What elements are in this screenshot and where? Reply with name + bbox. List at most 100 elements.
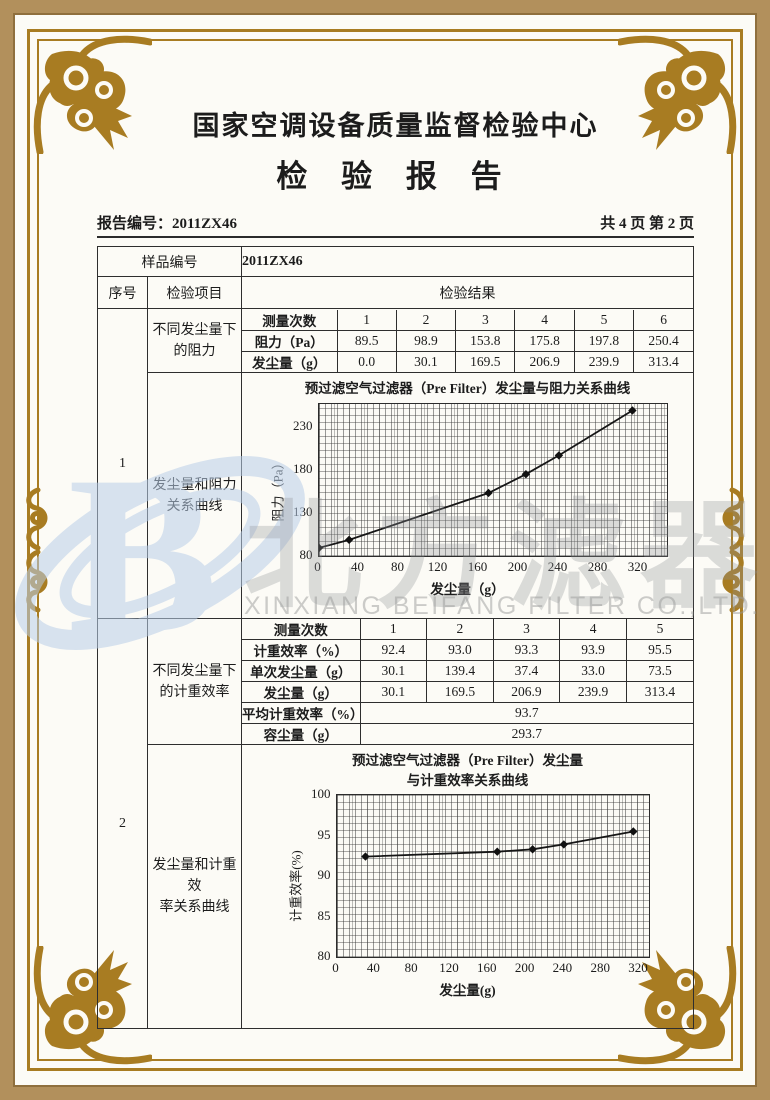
y-tick: 130 (293, 503, 313, 519)
efficiency-chart-cell: 预过滤空气过滤器（Pre Filter）发尘量 与计重效率关系曲线 计重效率(%… (241, 744, 694, 1029)
x-tick: 240 (552, 960, 573, 976)
item-resistance-curve: 发尘量和阻力 关系曲线 (147, 372, 242, 619)
x-tick: 320 (627, 558, 648, 574)
cell-value: 98.9 (395, 329, 457, 352)
cell-value: 206.9 (492, 681, 561, 703)
y-tick: 95 (317, 826, 331, 842)
table-row: 序号 检验项目 检验结果 (97, 276, 694, 309)
page-indicator: 共 4 页 第 2 页 (600, 216, 694, 232)
side-scroll-ornament-icon (26, 487, 48, 613)
cell-value: 93.9 (559, 639, 627, 661)
resistance-chart-cell: 预过滤空气过滤器（Pre Filter）发尘量与阻力关系曲线 阻力（Pa） 80… (241, 372, 694, 619)
chart-plot-area (317, 402, 668, 557)
count-value: 2 (395, 309, 457, 331)
x-tick: 0 (314, 558, 321, 574)
cell-value: 95.5 (625, 639, 693, 661)
x-tick: 40 (366, 960, 380, 976)
y-axis-label: 阻力（Pa） (270, 456, 285, 522)
cell-value: 33.0 (559, 660, 627, 682)
resistance-table: 测量次数 1 2 3 4 5 6 阻力（Pa） 89.5 (242, 309, 693, 372)
count-value: 5 (625, 619, 693, 640)
corner-flourish-icon (33, 35, 152, 154)
row-label: 阻力（Pa） (242, 329, 338, 352)
table-row: 发尘量和阻力 关系曲线 预过滤空气过滤器（Pre Filter）发尘量与阻力关系… (98, 372, 694, 619)
y-tick: 80 (317, 948, 331, 964)
cell-value: 93.3 (492, 639, 561, 661)
x-tick: 160 (477, 960, 497, 976)
cell-value: 175.8 (514, 329, 575, 352)
table-row: 样品编号 2011ZX46 (97, 246, 694, 277)
x-axis-ticks: 0 40 80 120 160 200 240 280 320 (314, 558, 666, 576)
table-row: 发尘量和计重效 率关系曲线 预过滤空气过滤器（Pre Filter）发尘量 与计… (98, 744, 694, 1029)
count-label: 测量次数 (242, 309, 338, 331)
y-tick: 230 (293, 418, 313, 434)
chart-plot-area (335, 794, 650, 959)
y-axis-ticks: 80 130 180 230 (286, 403, 318, 576)
row-label: 发尘量（g） (242, 681, 361, 703)
table-row: 2 不同发尘量下 的计重效率 测量次数 1 2 3 4 5 (97, 618, 694, 1029)
count-value: 2 (426, 619, 494, 640)
row-label: 发尘量（g） (242, 350, 338, 372)
count-value: 1 (336, 309, 397, 331)
item-resistance: 不同发尘量下 的阻力 (147, 308, 242, 373)
count-value: 5 (573, 309, 635, 331)
cell-value: 197.8 (573, 329, 635, 352)
cell-value: 313.4 (625, 681, 693, 703)
avg-efficiency-label: 平均计重效率（%） (242, 702, 364, 724)
table-row: 1 不同发尘量下 的阻力 测量次数 1 2 3 4 5 (97, 308, 694, 619)
corner-flourish-icon (618, 35, 737, 154)
x-tick: 240 (547, 558, 568, 574)
item-efficiency-curve: 发尘量和计重效 率关系曲线 (147, 744, 242, 1029)
cell-value: 0.0 (336, 350, 397, 372)
cell-value: 169.5 (455, 350, 516, 372)
x-tick: 160 (467, 558, 488, 574)
x-tick: 320 (628, 960, 648, 976)
count-value: 3 (455, 309, 516, 331)
y-tick: 180 (293, 461, 313, 477)
x-tick: 120 (427, 558, 448, 574)
dust-capacity-label: 容尘量（g） (242, 723, 361, 744)
seq-1: 1 (97, 308, 148, 619)
results-table: 样品编号 2011ZX46 序号 检验项目 检验结果 1 不同发尘量下 的阻力 (97, 246, 694, 1029)
cell-value: 92.4 (359, 639, 428, 661)
efficiency-table: 测量次数 1 2 3 4 5 计重效率（%） 92.4 93.0 (242, 619, 693, 744)
x-tick: 80 (391, 558, 404, 574)
x-tick: 0 (332, 960, 339, 976)
report-content: 国家空调设备质量监督检验中心 检 验 报 告 报告编号：2011ZX46 共 4… (97, 0, 694, 1029)
cell-value: 30.1 (359, 681, 428, 703)
page-title: 检 验 报 告 (276, 159, 515, 194)
count-value: 6 (633, 309, 693, 331)
cell-value: 30.1 (359, 660, 428, 682)
x-tick: 80 (404, 960, 418, 976)
x-tick: 200 (514, 960, 535, 976)
resistance-subtable-cell: 测量次数 1 2 3 4 5 6 阻力（Pa） 89.5 (241, 308, 694, 373)
x-tick: 120 (439, 960, 459, 976)
side-scroll-ornament-icon (722, 487, 744, 613)
cell-value: 313.4 (633, 350, 693, 372)
org-title: 国家空调设备质量监督检验中心 (192, 111, 599, 141)
cell-value: 37.4 (492, 660, 561, 682)
cell-value: 93.0 (426, 639, 494, 661)
resistance-curve-chart: 预过滤空气过滤器（Pre Filter）发尘量与阻力关系曲线 阻力（Pa） 80… (242, 373, 693, 598)
cell-value: 30.1 (395, 350, 457, 372)
y-tick: 90 (317, 867, 331, 883)
count-label: 测量次数 (242, 619, 361, 640)
dust-capacity-value: 293.7 (359, 723, 693, 744)
report-number: 报告编号：2011ZX46 (97, 216, 238, 232)
cell-value: 169.5 (426, 681, 494, 703)
row-label: 计重效率（%） (242, 639, 361, 661)
y-tick: 80 (299, 546, 313, 562)
x-tick: 280 (587, 558, 608, 574)
y-axis-ticks: 80 85 90 95 100 (304, 786, 336, 977)
cell-value: 89.5 (336, 329, 397, 352)
count-value: 3 (492, 619, 561, 640)
count-value: 4 (559, 619, 627, 640)
y-tick: 100 (311, 786, 331, 802)
sample-no-label: 样品编号 (97, 246, 242, 277)
x-tick: 200 (507, 558, 528, 574)
efficiency-curve-chart: 预过滤空气过滤器（Pre Filter）发尘量 与计重效率关系曲线 计重效率(%… (242, 745, 693, 999)
x-axis-label: 发尘量（g） (430, 581, 505, 597)
item-efficiency: 不同发尘量下 的计重效率 (147, 618, 242, 745)
